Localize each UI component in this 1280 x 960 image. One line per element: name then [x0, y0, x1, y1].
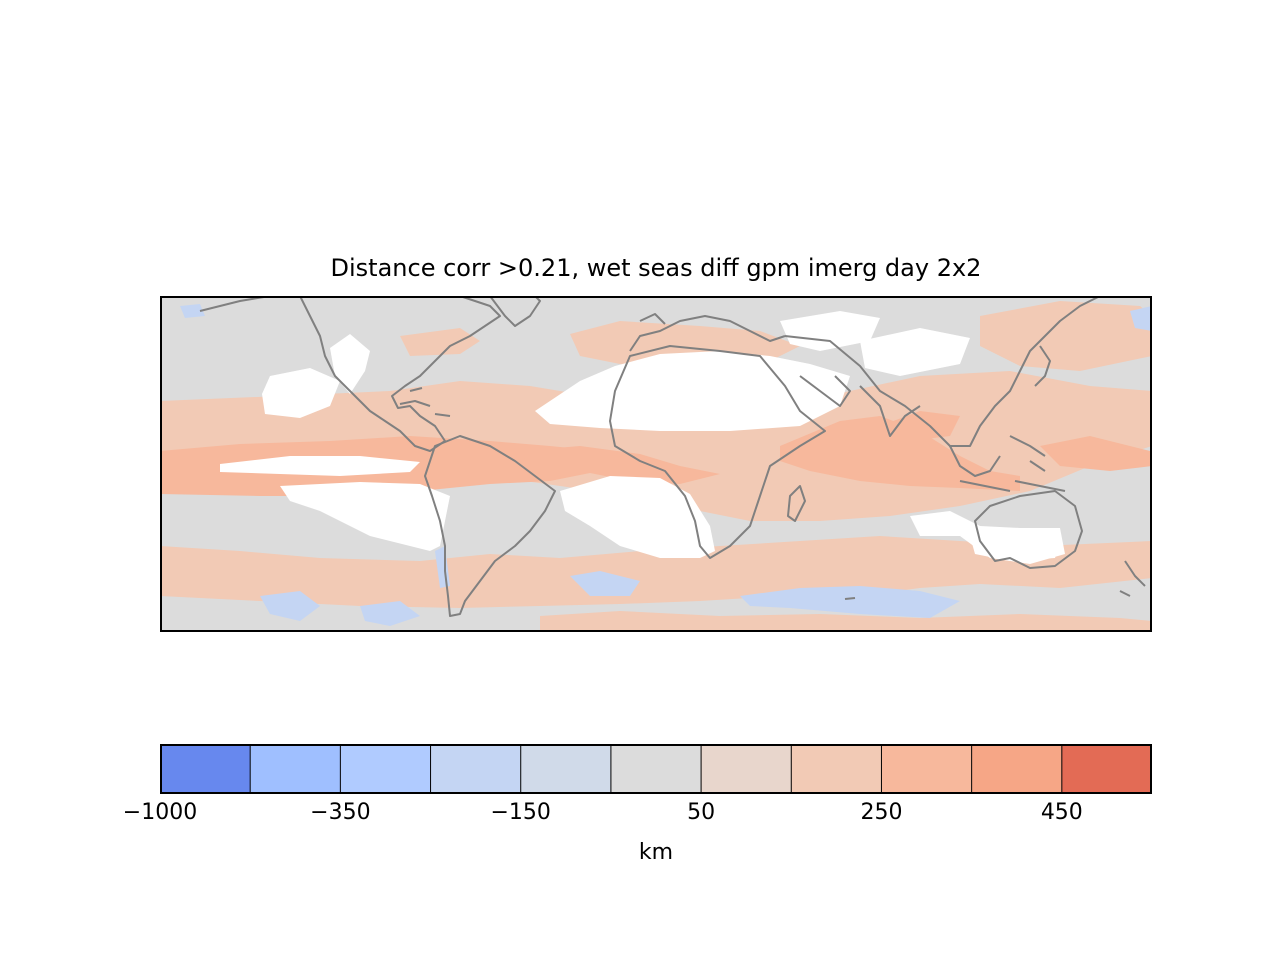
field-patch [980, 301, 1152, 371]
colorbar-svg [160, 744, 1153, 794]
mask-patch [262, 368, 340, 418]
coastline-africa [609, 345, 826, 559]
coastline-new-zealand [1119, 560, 1146, 597]
coastlines [199, 296, 1146, 617]
coastline-madagascar [787, 485, 806, 522]
coastline-arabia [799, 375, 851, 407]
colorbar-swatch [791, 744, 882, 794]
coastline-antarctic-island [844, 597, 856, 600]
field-patch [1040, 436, 1152, 471]
colorbar-tick-label: −1000 [122, 800, 198, 825]
coastline-caribbean [399, 387, 451, 417]
map-title: Distance corr >0.21, wet seas diff gpm i… [330, 254, 982, 282]
field-negative [180, 304, 1152, 626]
coastline-greenland [489, 296, 541, 327]
mask-patch [280, 482, 450, 551]
field-patch [540, 611, 1152, 632]
colorbar-label: km [638, 840, 674, 865]
mask-patch [860, 328, 970, 376]
coastline-australia [974, 490, 1083, 569]
colorbar-tick-label: −150 [490, 800, 551, 825]
colorbar-swatch [430, 744, 522, 794]
field-patch [260, 591, 320, 621]
map-border [160, 296, 1152, 632]
map-svg [160, 296, 1152, 632]
mask-patch [330, 334, 370, 394]
colorbar-tick-label: −350 [310, 800, 371, 825]
colorbar-tick-label: 50 [687, 800, 716, 825]
coastline-indonesia [959, 460, 1066, 492]
mask-patch [970, 531, 1060, 561]
colorbar-swatch [881, 744, 973, 794]
field-patch [880, 411, 960, 441]
coastline-japan [1034, 345, 1051, 387]
field-patch [740, 586, 960, 618]
colorbar-tick-label: 450 [1040, 800, 1083, 825]
colorbar-swatch [160, 744, 251, 794]
colorbar-tick-label: 250 [860, 800, 903, 825]
mask-patch [780, 311, 880, 351]
mask-patch [220, 456, 420, 476]
colorbar-swatch [340, 744, 432, 794]
coastline-southeast-asia [949, 435, 1046, 477]
coastline-europe [629, 313, 786, 352]
field-patch [400, 328, 480, 356]
colorbar-border [160, 744, 1152, 794]
colorbar [160, 744, 1153, 794]
field-patch [180, 304, 205, 318]
colorbar-swatch [701, 744, 792, 794]
colorbar-swatch [250, 744, 341, 794]
colorbar-swatch [520, 744, 612, 794]
field-patch [1130, 306, 1152, 331]
field-patch [360, 601, 420, 626]
map-panel [160, 296, 1152, 632]
coastline-asia [784, 296, 1101, 447]
mask-patch [560, 476, 715, 558]
coastline-south-america [424, 435, 556, 617]
field-patch [570, 571, 640, 596]
colorbar-swatch [1061, 744, 1153, 794]
field-patch [520, 446, 720, 484]
colorbar-swatch [610, 744, 702, 794]
colorbar-swatch [971, 744, 1063, 794]
coastline-india [859, 385, 921, 437]
field-patch [780, 416, 1020, 491]
